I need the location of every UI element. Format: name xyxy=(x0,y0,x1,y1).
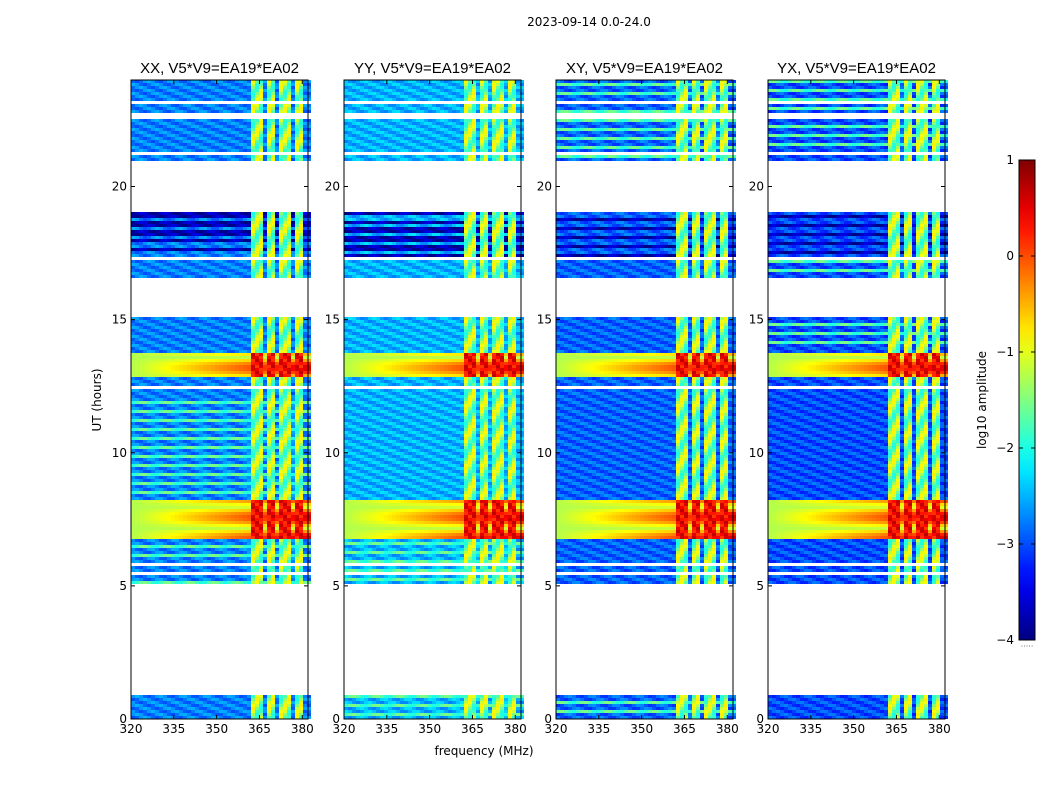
x-tick-label: 335 xyxy=(799,722,822,736)
colorbar-tick-label: −2 xyxy=(996,441,1014,455)
x-tick-label: 320 xyxy=(333,722,356,736)
colorbar-extension: ····· xyxy=(1021,642,1034,651)
panel-title: YX, V5*V9=EA19*EA02 xyxy=(777,60,936,77)
y-tick-label: 5 xyxy=(544,579,552,593)
y-tick-label: 0 xyxy=(756,712,764,726)
y-tick-label: 5 xyxy=(756,579,764,593)
y-tick-label: 0 xyxy=(119,712,127,726)
x-tick-label: 320 xyxy=(545,722,568,736)
x-tick-label: 335 xyxy=(587,722,610,736)
x-tick-label: 350 xyxy=(630,722,653,736)
y-tick-label: 5 xyxy=(119,579,127,593)
axes-frame xyxy=(555,79,734,720)
x-tick-label: 365 xyxy=(248,722,271,736)
x-tick-label: 320 xyxy=(120,722,143,736)
x-tick-label: 380 xyxy=(504,722,527,736)
panel-yy: YY, V5*V9=EA19*EA02 320 335 350 365 380 0 5 10 15… xyxy=(325,60,527,736)
x-tick-label: 350 xyxy=(205,722,228,736)
x-tick-label: 350 xyxy=(842,722,865,736)
y-axis-label: UT (hours) xyxy=(90,368,104,431)
y-tick-label: 15 xyxy=(325,313,340,327)
panel-title: YY, V5*V9=EA19*EA02 xyxy=(354,60,511,77)
x-tick-label: 335 xyxy=(375,722,398,736)
y-tick-label: 0 xyxy=(544,712,552,726)
axes-frame xyxy=(130,79,309,720)
panel-title: XY, V5*V9=EA19*EA02 xyxy=(566,60,723,77)
y-tick-label: 20 xyxy=(325,180,340,194)
colorbar-tick-label: −1 xyxy=(996,345,1014,359)
colorbar-tick-label: 0 xyxy=(1006,249,1014,263)
axes-frame xyxy=(343,79,522,720)
colorbar-tick-label: −3 xyxy=(996,537,1014,551)
x-tick-label: 380 xyxy=(716,722,739,736)
x-tick-label: 365 xyxy=(673,722,696,736)
y-tick-label: 10 xyxy=(112,446,127,460)
colorbar-tick-label: 1 xyxy=(1006,153,1014,167)
panel-xy: XY, V5*V9=EA19*EA02 320 335 350 365 380 0 5 10 15… xyxy=(537,60,739,736)
y-tick-label: 20 xyxy=(749,180,764,194)
y-tick-label: 15 xyxy=(112,313,127,327)
panel-xx: XX, V5*V9=EA19*EA02 320 335 350 365 380 0 5 10 15… xyxy=(112,60,314,736)
y-tick-label: 0 xyxy=(332,712,340,726)
colorbar: 1 0 −1 −2 −3 −4 log10 amplitude ····· xyxy=(975,153,1036,651)
x-tick-label: 380 xyxy=(291,722,314,736)
y-tick-label: 15 xyxy=(749,313,764,327)
panels: XX, V5*V9=EA19*EA02 320 335 350 365 380 0 5 10 15… xyxy=(112,60,951,736)
panel-yx: YX, V5*V9=EA19*EA02 320 335 350 365 380 0 5 10 15… xyxy=(749,60,951,736)
y-tick-label: 10 xyxy=(749,446,764,460)
figure-title: 2023-09-14 0.0-24.0 xyxy=(527,15,651,29)
spectrogram-image xyxy=(768,80,948,719)
colorbar-label: log10 amplitude xyxy=(975,351,989,449)
x-tick-label: 365 xyxy=(885,722,908,736)
y-tick-label: 5 xyxy=(332,579,340,593)
colorbar-tick-label: −4 xyxy=(996,633,1014,647)
x-axis-label: frequency (MHz) xyxy=(434,744,533,758)
y-tick-label: 10 xyxy=(537,446,552,460)
x-tick-label: 380 xyxy=(928,722,951,736)
x-tick-label: 320 xyxy=(757,722,780,736)
y-tick-label: 20 xyxy=(112,180,127,194)
x-tick-label: 350 xyxy=(418,722,441,736)
colorbar-scale xyxy=(1018,159,1036,641)
y-tick-label: 10 xyxy=(325,446,340,460)
panel-title: XX, V5*V9=EA19*EA02 xyxy=(140,60,299,77)
axes-frame xyxy=(767,79,946,720)
x-tick-label: 365 xyxy=(461,722,484,736)
x-tick-label: 335 xyxy=(162,722,185,736)
spectrogram-image xyxy=(556,80,736,719)
y-tick-label: 15 xyxy=(537,313,552,327)
y-tick-label: 20 xyxy=(537,180,552,194)
spectrogram-image xyxy=(131,80,311,719)
spectrogram-image xyxy=(344,80,524,719)
